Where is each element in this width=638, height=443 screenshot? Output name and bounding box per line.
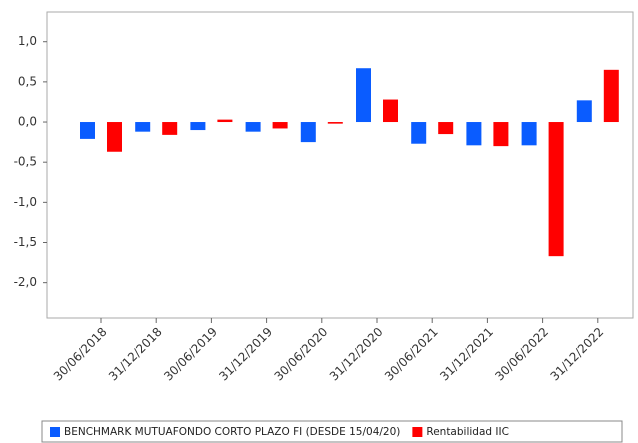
legend-swatch: [50, 427, 60, 437]
bar: [107, 122, 122, 152]
bar: [162, 122, 178, 135]
legend-label: Rentabilidad IIC: [426, 426, 509, 438]
bar: [245, 122, 261, 132]
bar: [603, 69, 619, 123]
plot-frame: [46, 11, 634, 319]
bar: [576, 100, 592, 123]
x-tick-label: 30/06/2018: [51, 325, 110, 384]
bar: [327, 122, 343, 124]
y-tick-label: -2,0: [14, 275, 37, 289]
bar: [438, 122, 454, 135]
x-tick-label: 31/12/2022: [548, 325, 607, 384]
y-tick-label: 1,0: [18, 34, 37, 48]
bar: [383, 99, 398, 123]
bar: [190, 122, 206, 131]
y-tick-label: -1,5: [14, 235, 37, 249]
bar: [356, 68, 371, 123]
bar: [493, 122, 509, 147]
y-tick-label: 0,5: [18, 74, 37, 88]
y-tick-label: -1,0: [14, 195, 37, 209]
y-tick-label: 0,0: [18, 115, 37, 129]
x-tick-label: 31/12/2020: [327, 325, 386, 384]
x-tick-label: 30/06/2022: [492, 325, 551, 384]
bar: [272, 122, 288, 129]
bar: [548, 122, 564, 257]
bar: [521, 122, 537, 146]
y-tick-label: -0,5: [14, 155, 37, 169]
x-tick-label: 30/06/2019: [161, 325, 220, 384]
x-tick-label: 31/12/2019: [216, 325, 275, 384]
legend-swatch: [412, 427, 423, 437]
x-tick-label: 30/06/2021: [382, 325, 441, 384]
legend-frame: [41, 420, 623, 443]
bar: [411, 122, 427, 144]
x-tick-label: 31/12/2021: [437, 325, 496, 384]
bar: [300, 122, 316, 143]
bar: [135, 122, 151, 132]
bar: [466, 122, 482, 146]
bar: [217, 119, 233, 123]
bar: [80, 122, 95, 139]
legend-label: BENCHMARK MUTUAFONDO CORTO PLAZO FI (DES…: [64, 426, 400, 438]
x-tick-label: 31/12/2018: [106, 325, 165, 384]
x-tick-label: 30/06/2020: [272, 325, 331, 384]
